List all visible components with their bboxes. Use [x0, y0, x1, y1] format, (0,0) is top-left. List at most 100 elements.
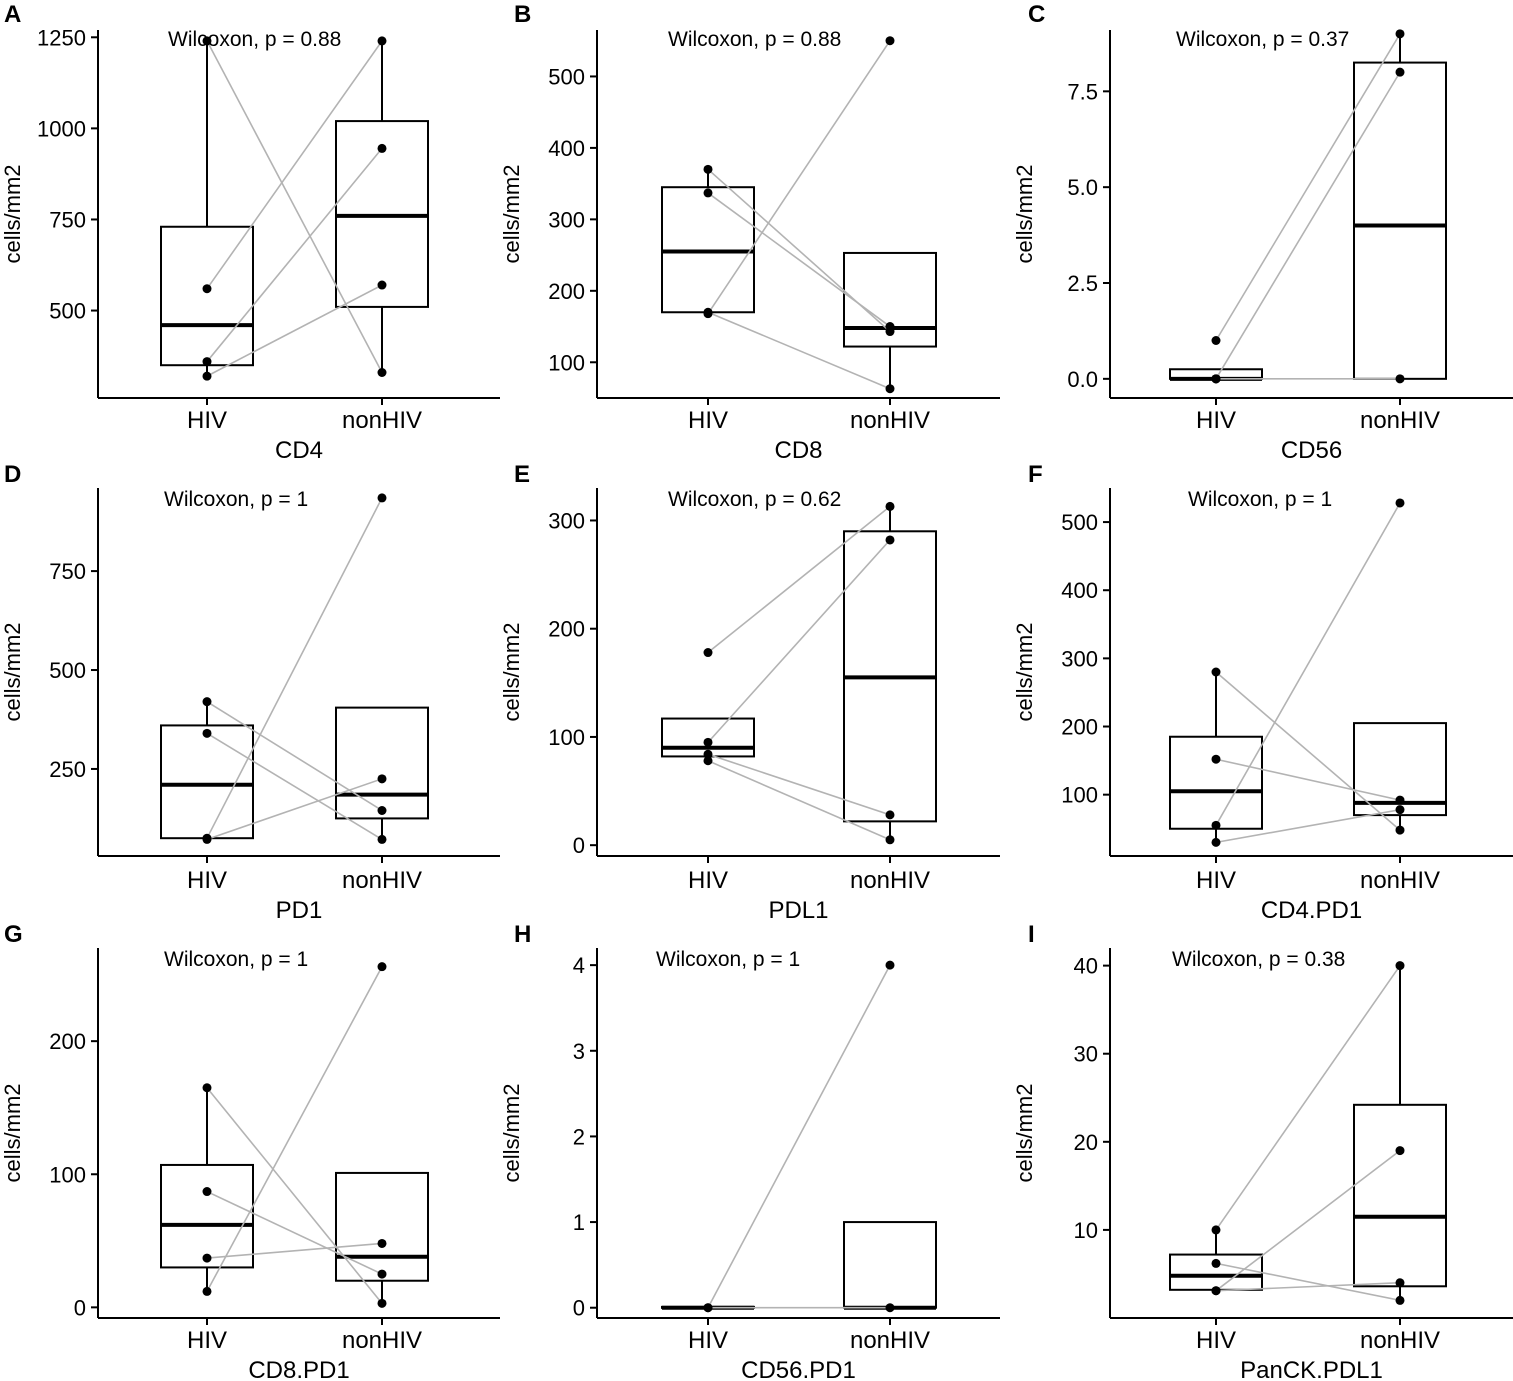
- data-point: [1395, 805, 1405, 815]
- y-tick-label: 2.5: [1067, 271, 1098, 296]
- data-point: [202, 1286, 212, 1296]
- data-point: [377, 143, 387, 153]
- box-nonHIV: [335, 706, 429, 840]
- paired-line: [707, 40, 891, 315]
- data-point: [703, 1303, 713, 1313]
- data-point: [1395, 1278, 1405, 1288]
- y-tick-label: 500: [1061, 510, 1098, 535]
- data-point: [703, 737, 713, 747]
- y-tick-label: 750: [49, 207, 86, 232]
- y-tick-label: 400: [548, 136, 585, 161]
- data-point: [1211, 1286, 1221, 1296]
- x-tick-label: nonHIV: [850, 867, 930, 894]
- panel-G: G 0 100 200 HIV nonHIV CD8.PD1 cells/mm2 Wilcoxo…: [0, 921, 500, 1381]
- paired-line: [1215, 1281, 1401, 1292]
- x-axis-title: CD8.PD1: [248, 1357, 349, 1381]
- paired-line: [707, 311, 891, 390]
- y-axis-title: cells/mm2: [499, 164, 524, 263]
- y-axis-title: cells/mm2: [0, 164, 25, 263]
- y-tick-label: 200: [1061, 715, 1098, 740]
- data-point: [202, 36, 212, 46]
- panel-letter: D: [4, 461, 21, 488]
- panel-B: B 100 200 300 400 500 HIV nonHIV CD8 cells/mm2 Wil…: [499, 1, 1000, 464]
- paired-line: [206, 1087, 383, 1304]
- paired-line: [707, 505, 891, 654]
- y-tick-label: 400: [1061, 578, 1098, 603]
- panel-letter: B: [514, 1, 531, 28]
- x-tick-label: HIV: [1196, 867, 1236, 894]
- y-tick-label: 500: [548, 64, 585, 89]
- panel-letter: F: [1028, 461, 1043, 488]
- data-point: [377, 367, 387, 377]
- data-point: [377, 962, 387, 972]
- x-axis-title: CD8: [774, 437, 822, 464]
- box-HIV: [160, 40, 254, 377]
- y-tick-label: 300: [548, 207, 585, 232]
- paired-line: [206, 732, 383, 841]
- paired-line: [206, 966, 383, 1292]
- y-tick-label: 750: [49, 559, 86, 584]
- box-nonHIV: [843, 506, 937, 840]
- y-tick-label: 1000: [37, 116, 86, 141]
- wilcoxon-annotation: Wilcoxon, p = 1: [1188, 488, 1332, 511]
- y-tick-label: 1250: [37, 25, 86, 50]
- paired-line: [1215, 502, 1401, 826]
- paired-line: [206, 700, 383, 812]
- x-axis-title: PDL1: [768, 897, 828, 924]
- data-point: [885, 835, 895, 845]
- y-tick-label: 200: [548, 279, 585, 304]
- box-HIV: [160, 1087, 254, 1292]
- y-tick-label: 3: [573, 1039, 585, 1064]
- wilcoxon-annotation: Wilcoxon, p = 1: [164, 948, 308, 971]
- data-point: [703, 164, 713, 174]
- data-point: [1395, 961, 1405, 971]
- data-point: [1211, 837, 1221, 847]
- y-tick-label: 2: [573, 1124, 585, 1149]
- wilcoxon-annotation: Wilcoxon, p = 1: [656, 948, 800, 971]
- data-point: [202, 1253, 212, 1263]
- box-iqr: [1169, 735, 1263, 830]
- data-point: [885, 810, 895, 820]
- box-HIV: [661, 169, 755, 314]
- box-iqr: [160, 724, 254, 840]
- y-tick-label: 100: [548, 725, 585, 750]
- y-tick-label: 1: [573, 1210, 585, 1235]
- box-nonHIV: [843, 1221, 937, 1310]
- data-point: [703, 307, 713, 317]
- y-tick-label: 250: [49, 757, 86, 782]
- data-point: [377, 1298, 387, 1308]
- data-point: [885, 960, 895, 970]
- x-tick-label: nonHIV: [850, 407, 930, 434]
- y-axis-title: cells/mm2: [1012, 164, 1037, 263]
- data-point: [202, 697, 212, 707]
- y-tick-label: 10: [1074, 1218, 1098, 1243]
- data-point: [1395, 1146, 1405, 1156]
- data-point: [1211, 667, 1221, 677]
- y-tick-label: 500: [49, 299, 86, 324]
- x-tick-label: HIV: [1196, 407, 1236, 434]
- panel-letter: G: [4, 921, 23, 948]
- box-iqr: [843, 1221, 937, 1309]
- y-tick-label: 200: [49, 1029, 86, 1054]
- paired-line: [206, 284, 383, 377]
- x-tick-label: HIV: [187, 407, 227, 434]
- y-tick-label: 100: [1061, 783, 1098, 808]
- paired-line: [206, 40, 383, 373]
- x-tick-label: HIV: [688, 1327, 728, 1354]
- x-axis-title: CD4.PD1: [1261, 897, 1362, 924]
- paired-line: [1215, 965, 1401, 1231]
- data-point: [202, 1187, 212, 1197]
- panel-H: H 0 1 2 3 4 HIV nonHIV CD56.PD1 cells/mm2 Wilcoxon…: [499, 921, 1000, 1381]
- data-point: [377, 805, 387, 815]
- box-iqr: [1353, 61, 1447, 380]
- x-tick-label: nonHIV: [342, 407, 422, 434]
- panel-letter: C: [1028, 1, 1045, 28]
- wilcoxon-annotation: Wilcoxon, p = 0.37: [1176, 28, 1349, 51]
- y-tick-label: 5.0: [1067, 175, 1098, 200]
- data-point: [377, 280, 387, 290]
- wilcoxon-annotation: Wilcoxon, p = 0.88: [668, 28, 841, 51]
- panel-letter: H: [514, 921, 531, 948]
- x-axis-title: CD4: [275, 437, 323, 464]
- box-nonHIV: [1353, 33, 1447, 380]
- data-point: [885, 384, 895, 394]
